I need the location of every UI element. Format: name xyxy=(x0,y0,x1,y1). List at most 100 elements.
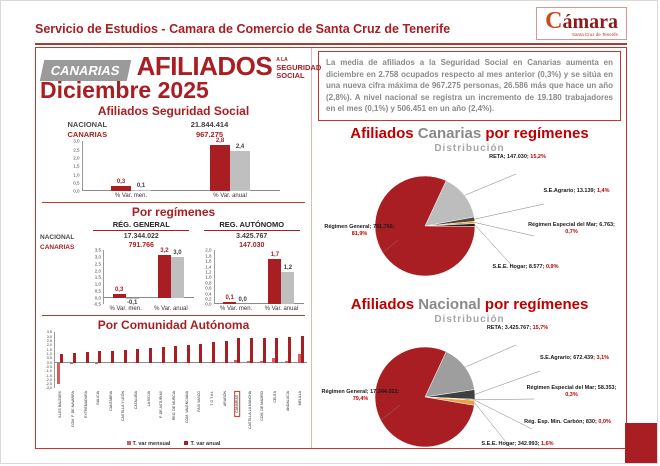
y-tick-label: 1,2 xyxy=(205,269,212,275)
category-label: % Var. men. xyxy=(114,193,148,200)
leader-line xyxy=(474,400,532,430)
x-axis-label: % Var. anual xyxy=(259,304,304,312)
pie-nacional-title-part3: por regímenes xyxy=(484,295,589,313)
totals-label-canarias: CANARIAS xyxy=(67,130,108,140)
bar-series2 xyxy=(288,336,291,363)
x-axis-label: COM. F. DE NAVARRA xyxy=(67,388,80,440)
bar-series2 xyxy=(230,151,250,192)
bar-group xyxy=(193,332,206,388)
x-axis-label: % Var. men. xyxy=(103,304,148,312)
bar-series1 xyxy=(272,358,276,363)
bar-series2 xyxy=(275,337,279,363)
x-axis-label: T O T A L xyxy=(206,388,219,440)
bar-series1 xyxy=(297,353,301,363)
pie-slice-label: RETA; 3.425.767; 15,7% xyxy=(470,325,566,332)
bar-series2 xyxy=(131,189,151,192)
masthead-subtitle: A LA SEGURIDAD SOCIAL xyxy=(276,53,321,80)
category-label: COM. F. DE NAVARRA xyxy=(70,391,75,428)
mensual-legend-swatch xyxy=(126,441,131,446)
x-axis-label: CASTILLA-LA MANCHA xyxy=(244,388,257,440)
camara-logo-initial: C xyxy=(545,8,563,34)
anual-legend-swatch xyxy=(184,441,189,446)
plot-area: 0,1 0,0 1,7 1,2 xyxy=(213,250,304,305)
bar-series1 xyxy=(268,258,282,305)
x-axis-label: CASTILLA Y LEÓN xyxy=(117,388,130,440)
x-axis-label: % Var. men. xyxy=(82,191,181,199)
category-label: % Var. anual xyxy=(213,193,247,200)
bar-series2 xyxy=(186,344,190,363)
pie-canarias-title-part3: por regímenes xyxy=(485,124,589,142)
bar-value-label: 3,0 xyxy=(173,250,182,257)
y-tick-label: 2,5 xyxy=(46,339,52,344)
bar-group xyxy=(155,332,168,388)
category-label: CASTILLA Y LEÓN xyxy=(121,391,126,422)
bar-group xyxy=(105,332,118,388)
bar-value-label: -0,1 xyxy=(126,300,138,307)
leader-line xyxy=(464,344,516,368)
bar-group xyxy=(92,332,105,388)
x-axis-label: LA RIOJA xyxy=(142,388,155,440)
pie-label-pct: 1,6% xyxy=(541,440,554,447)
bar-series2 xyxy=(72,353,76,363)
bar-series1 xyxy=(112,293,126,298)
pie-chart-canarias: RETA; 147.030; 15,2% S.E.Agrario; 13.139;… xyxy=(320,154,620,292)
bar-series1 xyxy=(259,360,263,363)
y-tick-label: 0,5 xyxy=(46,356,52,361)
category-label: % Var. men. xyxy=(109,306,142,313)
bar-chart-afiliados-total: 3,0 2,5 2,0 1,5 1,0 0,5 0,0 0,3 0,1 2,8 2,4 % Var. … xyxy=(68,138,280,199)
bar-chart-reg-general: 3,5 3,0 2,5 2,0 1,5 1,0 0,5 0,0 -0,5 0,3 -0,1 3,2 3,… xyxy=(89,247,194,312)
bar-series2 xyxy=(60,353,64,363)
pie_nacional-svg xyxy=(374,344,540,448)
y-tick-label: 1,5 xyxy=(73,163,80,169)
leader-line xyxy=(474,398,534,400)
bar-series2 xyxy=(212,341,216,363)
pie-label-text: Régimen Especial del Mar; 6.763; xyxy=(528,221,615,228)
bar-value-label: 2,4 xyxy=(235,144,245,151)
x-axis-label: ILLES BALEARS xyxy=(54,388,67,440)
y-tick-label: 1,5 xyxy=(46,347,52,352)
totals-label-nacional: NACIONAL xyxy=(67,120,108,129)
x-axis-label: REG. DE MURCIA xyxy=(168,388,181,440)
bar-series1 xyxy=(234,360,238,363)
totals-value-nacional: 21.844.414 xyxy=(190,120,229,129)
camara-logo-subtitle: Santa Cruz de Tenerife xyxy=(572,32,618,37)
category-label: COM. VALENCIANA xyxy=(184,391,189,424)
y-tick-label: 1,4 xyxy=(205,264,212,270)
y-tick-label: 3,5 xyxy=(46,330,52,335)
leader-line xyxy=(464,173,516,196)
y-tick-label: 3,5 xyxy=(94,247,101,253)
pie-label-pct: 81,9% xyxy=(351,230,368,237)
x-axis-label: PAÍS VASCO xyxy=(193,388,206,440)
section-title-ccaa: Por Comunidad Autónoma xyxy=(97,318,250,333)
pie-canarias-title: Afiliados Canarias por regímenes xyxy=(318,125,621,142)
bar-series2 xyxy=(224,341,228,363)
y-axis-line xyxy=(103,250,104,305)
section-divider xyxy=(42,315,305,317)
bar-series2 xyxy=(199,343,203,363)
x-axis-label: P. DE ASTURIAS xyxy=(155,388,168,440)
section-title-afiliados: Afiliados Seguridad Social xyxy=(97,104,250,118)
pie-label-text: RETA; 3.425.767; xyxy=(486,324,533,331)
bar-group xyxy=(294,332,307,388)
category-label: ILLES BALEARS xyxy=(58,391,63,419)
pie-label-pct: 15,7% xyxy=(532,324,549,331)
pie-nacional-subtitle: Distribución xyxy=(434,313,505,325)
x-axis-labels: % Var. men. % Var. anual xyxy=(82,191,280,199)
regimenes-label-canarias: CANARIAS xyxy=(40,244,75,251)
bar-group xyxy=(67,332,80,388)
bar-group xyxy=(181,332,194,388)
bar-series1 xyxy=(247,360,251,363)
reg-general-total-canarias: 791.766 xyxy=(128,242,154,250)
x-axis-labels: % Var. men. % Var. anual xyxy=(103,304,194,312)
x-axis-label: MELILLA xyxy=(294,388,307,440)
pie-label-pct: 0,9% xyxy=(545,263,559,270)
regimenes-series-labels: NACIONAL CANARIAS xyxy=(40,220,86,312)
y-tick-label: -0,5 xyxy=(93,301,101,307)
y-tick-label: 3,0 xyxy=(94,254,101,260)
category-label: CANARIAS xyxy=(234,391,241,418)
bar-group xyxy=(54,332,67,388)
bar-series1 xyxy=(158,361,162,363)
reg-autonomo-total-canarias: 147.030 xyxy=(239,242,265,250)
pie-slice-label: RETA; 147.030; 15,2% xyxy=(470,154,566,161)
